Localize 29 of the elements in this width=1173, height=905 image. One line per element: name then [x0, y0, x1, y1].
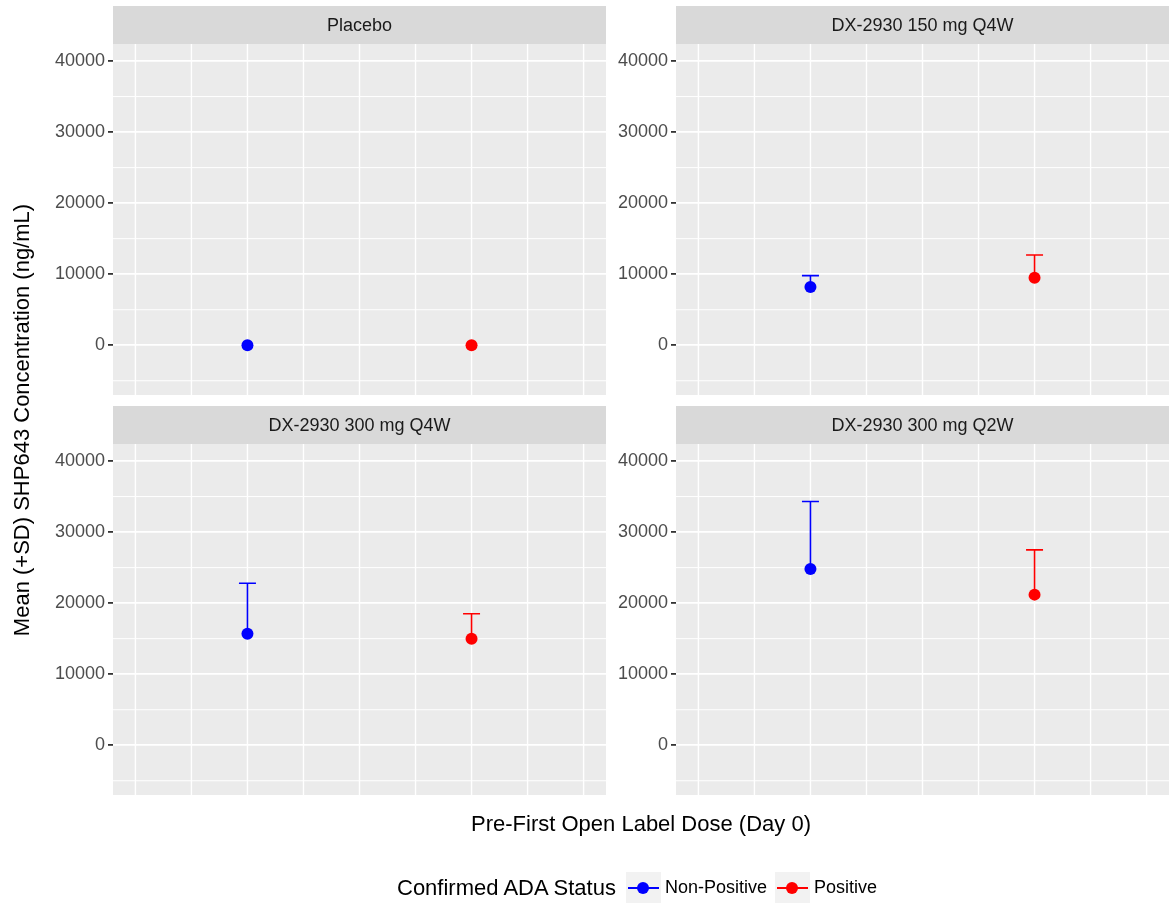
legend-title: Confirmed ADA Status — [397, 874, 616, 901]
legend-label: Non-Positive — [664, 877, 767, 898]
chart-title: Placebo — [113, 6, 606, 44]
y-tick-label: 40000 — [617, 50, 668, 71]
y-tick-label: 30000 — [54, 521, 105, 542]
y-tick-label: 0 — [94, 734, 105, 755]
chart-title: DX-2930 300 mg Q4W — [113, 406, 606, 444]
y-tick-label: 0 — [94, 334, 105, 355]
y-axis-title: Mean (+SD) SHP643 Concentration (ng/mL) — [9, 203, 35, 636]
y-tick-label: 20000 — [54, 192, 105, 213]
y-tick-label: 20000 — [617, 192, 668, 213]
legend-label: Positive — [813, 877, 877, 898]
y-tick-label: 40000 — [617, 450, 668, 471]
y-tick-label: 10000 — [54, 263, 105, 284]
chart-title: DX-2930 150 mg Q4W — [676, 6, 1169, 44]
y-tick-label: 20000 — [54, 592, 105, 613]
y-tick-label: 10000 — [617, 263, 668, 284]
y-tick-label: 30000 — [617, 121, 668, 142]
chart-title: DX-2930 300 mg Q2W — [676, 406, 1169, 444]
y-tick-label: 10000 — [617, 663, 668, 684]
y-tick-label: 0 — [657, 334, 668, 355]
y-tick-label: 40000 — [54, 50, 105, 71]
y-tick-label: 10000 — [54, 663, 105, 684]
y-tick-label: 30000 — [54, 121, 105, 142]
y-tick-label: 20000 — [617, 592, 668, 613]
x-axis-title: Pre-First Open Label Dose (Day 0) — [471, 811, 811, 837]
y-tick-label: 40000 — [54, 450, 105, 471]
y-tick-label: 0 — [657, 734, 668, 755]
y-tick-label: 30000 — [617, 521, 668, 542]
